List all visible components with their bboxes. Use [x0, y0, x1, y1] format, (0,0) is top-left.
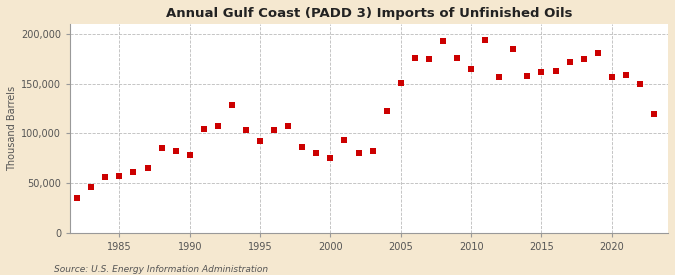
- Point: [227, 103, 238, 108]
- Point: [142, 166, 153, 170]
- Point: [536, 69, 547, 74]
- Point: [254, 139, 265, 143]
- Point: [86, 185, 97, 189]
- Point: [57, 213, 68, 218]
- Point: [396, 80, 406, 85]
- Point: [240, 128, 251, 132]
- Point: [198, 127, 209, 131]
- Point: [423, 56, 434, 61]
- Point: [410, 56, 421, 60]
- Point: [170, 149, 181, 153]
- Point: [522, 73, 533, 78]
- Point: [367, 149, 378, 153]
- Point: [634, 81, 645, 86]
- Point: [578, 56, 589, 61]
- Point: [592, 51, 603, 55]
- Point: [325, 156, 335, 160]
- Point: [649, 112, 659, 117]
- Point: [494, 74, 505, 79]
- Text: Source: U.S. Energy Information Administration: Source: U.S. Energy Information Administ…: [54, 265, 268, 274]
- Point: [606, 74, 617, 79]
- Point: [353, 151, 364, 155]
- Point: [72, 196, 82, 200]
- Title: Annual Gulf Coast (PADD 3) Imports of Unfinished Oils: Annual Gulf Coast (PADD 3) Imports of Un…: [166, 7, 572, 20]
- Point: [339, 138, 350, 142]
- Point: [128, 170, 139, 174]
- Point: [452, 56, 462, 60]
- Point: [100, 175, 111, 179]
- Point: [297, 145, 308, 149]
- Point: [156, 146, 167, 150]
- Point: [184, 153, 195, 157]
- Point: [620, 72, 631, 77]
- Point: [564, 59, 575, 64]
- Point: [508, 46, 518, 51]
- Point: [311, 151, 322, 155]
- Point: [269, 128, 279, 132]
- Point: [437, 39, 448, 43]
- Point: [114, 174, 125, 178]
- Point: [213, 124, 223, 128]
- Point: [466, 66, 477, 71]
- Point: [283, 124, 294, 128]
- Point: [381, 109, 392, 114]
- Y-axis label: Thousand Barrels: Thousand Barrels: [7, 86, 17, 171]
- Point: [550, 68, 561, 73]
- Point: [480, 38, 491, 42]
